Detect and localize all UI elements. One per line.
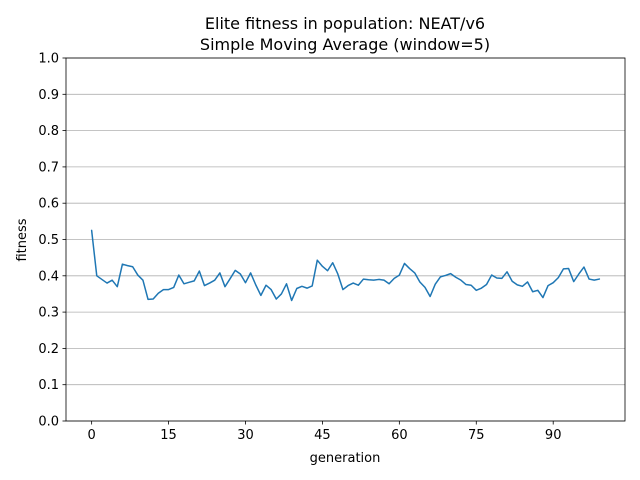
x-tick-label: 45 (314, 428, 331, 443)
x-tick-label: 15 (160, 428, 177, 443)
x-tick-label: 30 (237, 428, 254, 443)
y-axis-ticks: 0.0 0.1 0.2 0.3 0.4 0.5 0.6 0.7 0.8 0.9 1.0 (38, 52, 66, 430)
x-axis-ticks: 0 15 30 45 60 75 90 (88, 421, 562, 443)
y-tick-label: 0.4 (38, 269, 59, 284)
y-axis-label: fitness (15, 218, 30, 261)
x-tick-label: 60 (391, 428, 408, 443)
y-tick-label: 0.3 (38, 306, 59, 321)
y-tick-label: 0.0 (38, 415, 59, 430)
x-axis-label: generation (310, 451, 381, 466)
chart-subtitle: Simple Moving Average (window=5) (200, 35, 490, 54)
y-tick-label: 0.7 (38, 160, 59, 175)
y-tick-label: 0.2 (38, 342, 59, 357)
x-tick-label: 0 (88, 428, 96, 443)
y-tick-label: 0.5 (38, 233, 59, 248)
chart-title: Elite fitness in population: NEAT/v6 (205, 14, 485, 33)
series-layer (90, 229, 601, 302)
x-tick-label: 90 (545, 428, 562, 443)
x-tick-label: 75 (468, 428, 485, 443)
y-tick-label: 0.9 (38, 88, 59, 103)
y-tick-label: 0.8 (38, 124, 59, 139)
y-tick-label: 0.1 (38, 378, 59, 393)
y-tick-label: 1.0 (38, 52, 59, 67)
series-line (90, 229, 601, 302)
y-tick-label: 0.6 (38, 197, 59, 212)
